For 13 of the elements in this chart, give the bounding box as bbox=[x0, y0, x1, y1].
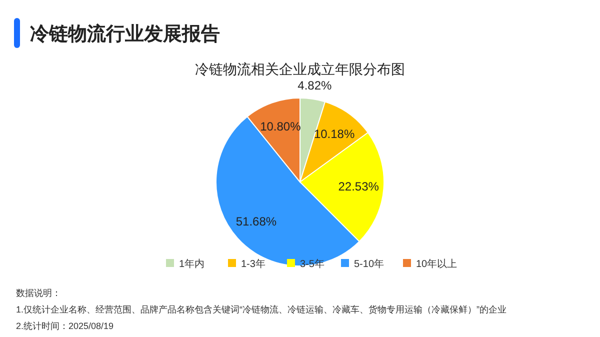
text: 数据说明： bbox=[16, 288, 61, 298]
chart-title: 冷链物流行业发展报告 bbox=[30, 23, 220, 45]
text: 2.统计时间：2025/08/19 bbox=[16, 321, 114, 331]
legend-label: 1-3年 bbox=[241, 258, 266, 270]
data-label: 4.82% bbox=[298, 78, 332, 93]
legend-label: 5-10年 bbox=[354, 258, 384, 270]
chart-subtitle: 冷链物流相关企业成立年限分布图 bbox=[195, 61, 405, 77]
data-label: 10.18% bbox=[314, 127, 355, 142]
data-label: 51.68% bbox=[236, 214, 277, 228]
text: 1.仅统计企业名称、经营范围、品牌产品名称包含关键词“冷链物流、冷链运输、冷藏车、货物专用运输（冷藏保鲜）”的企业 bbox=[16, 304, 506, 314]
legend-label: 10年以上 bbox=[416, 258, 458, 270]
legend-label: 1年内 bbox=[179, 258, 205, 270]
data-label: 22.53% bbox=[338, 180, 380, 194]
